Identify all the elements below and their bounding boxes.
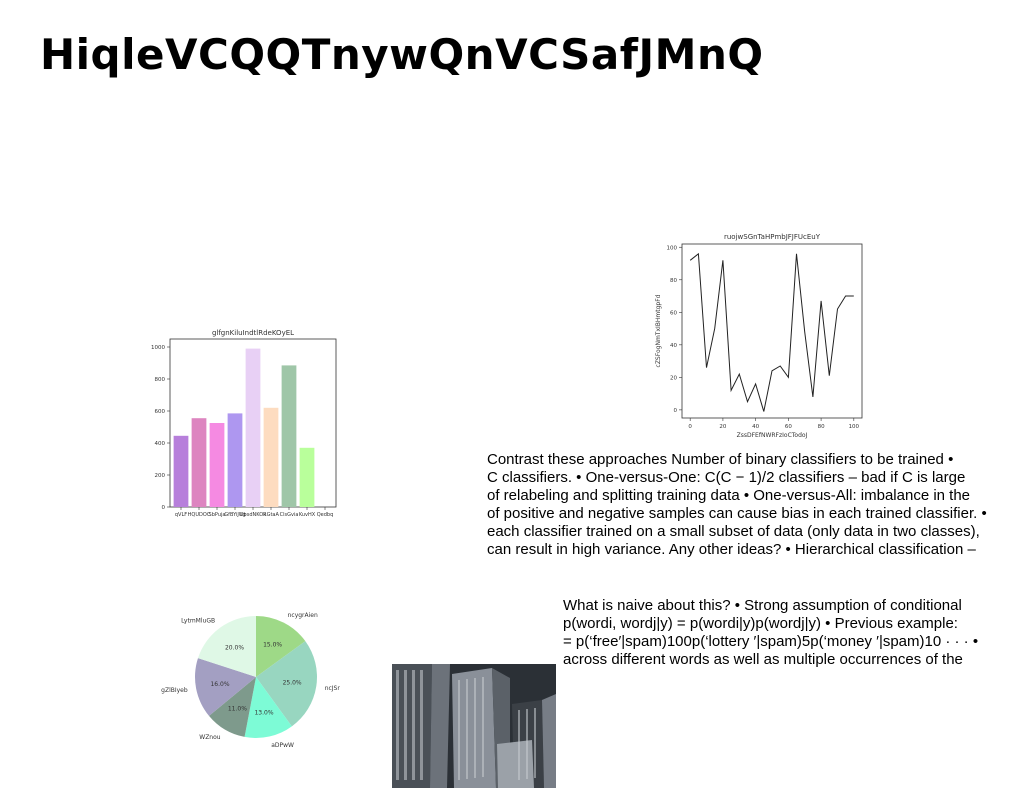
pie-label-3: WZnou — [199, 734, 221, 741]
bar-chart: glfgnKiluIndtlRdeKOyEL 0 200 400 600 800 1000 q… — [140, 325, 350, 525]
text-block-1-line: each classifier trained on a small subse… — [487, 523, 980, 540]
slide-title: HiqleVCQQTnywQnVCSafJMnQ — [40, 30, 764, 79]
bar-y-tick-label-4: 800 — [155, 377, 166, 383]
line-chart-title: ruojwSGnTaHPmbJFJFUcEuY — [724, 233, 821, 241]
line-y-tick-label-3: 60 — [670, 310, 677, 316]
line-plot-frame — [681, 243, 863, 419]
pie-label-0: ncygrAien — [288, 612, 318, 619]
pie-chart-svg: 15.0% ncygrAien 25.0% ncJSrDFA 13.0% aDPwW 11.… — [161, 612, 340, 749]
bar-x-tick-label-5: RGtaA — [263, 512, 279, 518]
line-x-tick-label-3: 60 — [785, 424, 792, 430]
bar-4 — [245, 348, 261, 507]
pie-slice-1 — [256, 641, 317, 727]
bar-6 — [281, 365, 297, 507]
bar-x-tick-label-8: Qedbq — [317, 512, 334, 518]
pie-pct-label-2: 13.0% — [254, 710, 273, 717]
pie-pct-label-0: 15.0% — [263, 641, 282, 648]
text-block-1-line: Contrast these approaches Number of bina… — [487, 451, 954, 468]
text-block-2-line: across different words as well as multip… — [563, 651, 963, 668]
line-x-axis-label: ZssDFEfNWRFzIoCTodoJ — [737, 432, 808, 439]
bar-x-tick-label-1: HQUDOC — [188, 512, 211, 518]
line-y-axis-label: cZSFogNmTxIBHmtgpFd — [655, 294, 662, 367]
bar-y-tick-label-3: 600 — [155, 409, 166, 415]
text-block-2-line: What is naive about this? • Strong assum… — [563, 597, 962, 614]
bar-5 — [263, 407, 279, 507]
bar-y-tick-label-2: 400 — [155, 441, 166, 447]
bar-chart-svg: glfgnKiluIndtlRdeKOyEL 0 200 400 600 800 1000 q… — [151, 329, 337, 518]
pie-slice-3 — [209, 677, 256, 737]
line-y-tick-label-4: 80 — [670, 278, 677, 284]
pie-chart: 15.0% ncygrAien 25.0% ncJSrDFA 13.0% aDPwW 11.… — [160, 580, 340, 770]
city-buildings-photo — [392, 664, 556, 788]
line-x-tick-label-2: 40 — [752, 424, 759, 430]
line-x-tick-label-1: 20 — [719, 424, 726, 430]
pie-label-4: gZlBIyeb — [161, 687, 188, 694]
line-series — [689, 252, 854, 412]
text-block-1-line: of relabeling and splitting training dat… — [487, 487, 971, 504]
line-chart-svg: ruojwSGnTaHPmbJFJFUcEuY 0 20 40 60 80 100 0 20 40… — [655, 233, 863, 439]
pie-slice-0 — [256, 616, 306, 677]
pie-pct-label-1: 25.0% — [283, 680, 302, 687]
bar-y-tick-label-1: 200 — [155, 473, 166, 479]
bar-2 — [209, 423, 225, 507]
line-y-tick-label-1: 20 — [670, 375, 677, 381]
bar-y-tick-label-5: 1000 — [151, 345, 165, 351]
bar-7 — [299, 447, 315, 507]
bar-x-tick-label-3: GfBYiJUg — [224, 512, 245, 518]
pie-pct-label-4: 16.0% — [210, 681, 229, 688]
text-block-naive-bayes: What is naive about this? • Strong assum… — [563, 597, 978, 669]
pie-slice-5 — [197, 616, 256, 677]
bar-x-tick-label-2: SbPuja — [209, 512, 226, 518]
pie-pct-label-3: 11.0% — [228, 706, 247, 713]
bar-0 — [173, 435, 189, 507]
city-buildings-image — [392, 664, 556, 788]
line-x-tick-label-4: 80 — [818, 424, 825, 430]
text-block-1-line: of positive and negative samples can cau… — [487, 505, 987, 522]
pie-label-5: LytmMluGB — [181, 618, 215, 625]
pie-slice-2 — [244, 677, 292, 738]
bar-y-tick-label-0: 0 — [162, 505, 166, 511]
bar-x-tick-label-0: qVLF — [175, 512, 187, 518]
bar-3 — [227, 413, 243, 507]
pie-label-1: ncJSrDFA — [325, 685, 340, 692]
text-block-2-line: = p(‘free′|spam)100p(‘lottery ′|spam)5p(… — [563, 633, 979, 650]
bar-x-tick-label-7: KuvHX — [299, 512, 316, 518]
bar-x-tick-label-4: UbsdNKOk — [240, 512, 266, 518]
line-x-tick-label-5: 100 — [849, 424, 860, 430]
line-chart: ruojwSGnTaHPmbJFJFUcEuY 0 20 40 60 80 100 0 20 40… — [648, 228, 870, 444]
line-y-tick-label-5: 100 — [667, 245, 678, 251]
line-y-tick-label-2: 40 — [670, 343, 677, 349]
line-y-tick-label-0: 0 — [674, 408, 678, 414]
bar-x-tick-label-6: ClsGvia — [280, 512, 299, 518]
bar-1 — [191, 418, 207, 507]
text-block-1-line: C classifiers. • One-versus-One: C(C − 1… — [487, 469, 966, 486]
bar-chart-title: glfgnKiluIndtlRdeKOyEL — [212, 329, 294, 337]
text-block-2-line: p(wordi, wordj|y) = p(wordi|y)p(wordj|y)… — [563, 615, 958, 632]
line-x-tick-label-0: 0 — [688, 424, 692, 430]
text-block-1-line: can result in high variance. Any other i… — [487, 541, 976, 558]
pie-slice-4 — [195, 658, 256, 716]
text-block-classifiers: Contrast these approaches Number of bina… — [487, 451, 987, 559]
pie-label-2: aDPwW — [271, 742, 294, 749]
pie-pct-label-5: 20.0% — [225, 644, 244, 651]
